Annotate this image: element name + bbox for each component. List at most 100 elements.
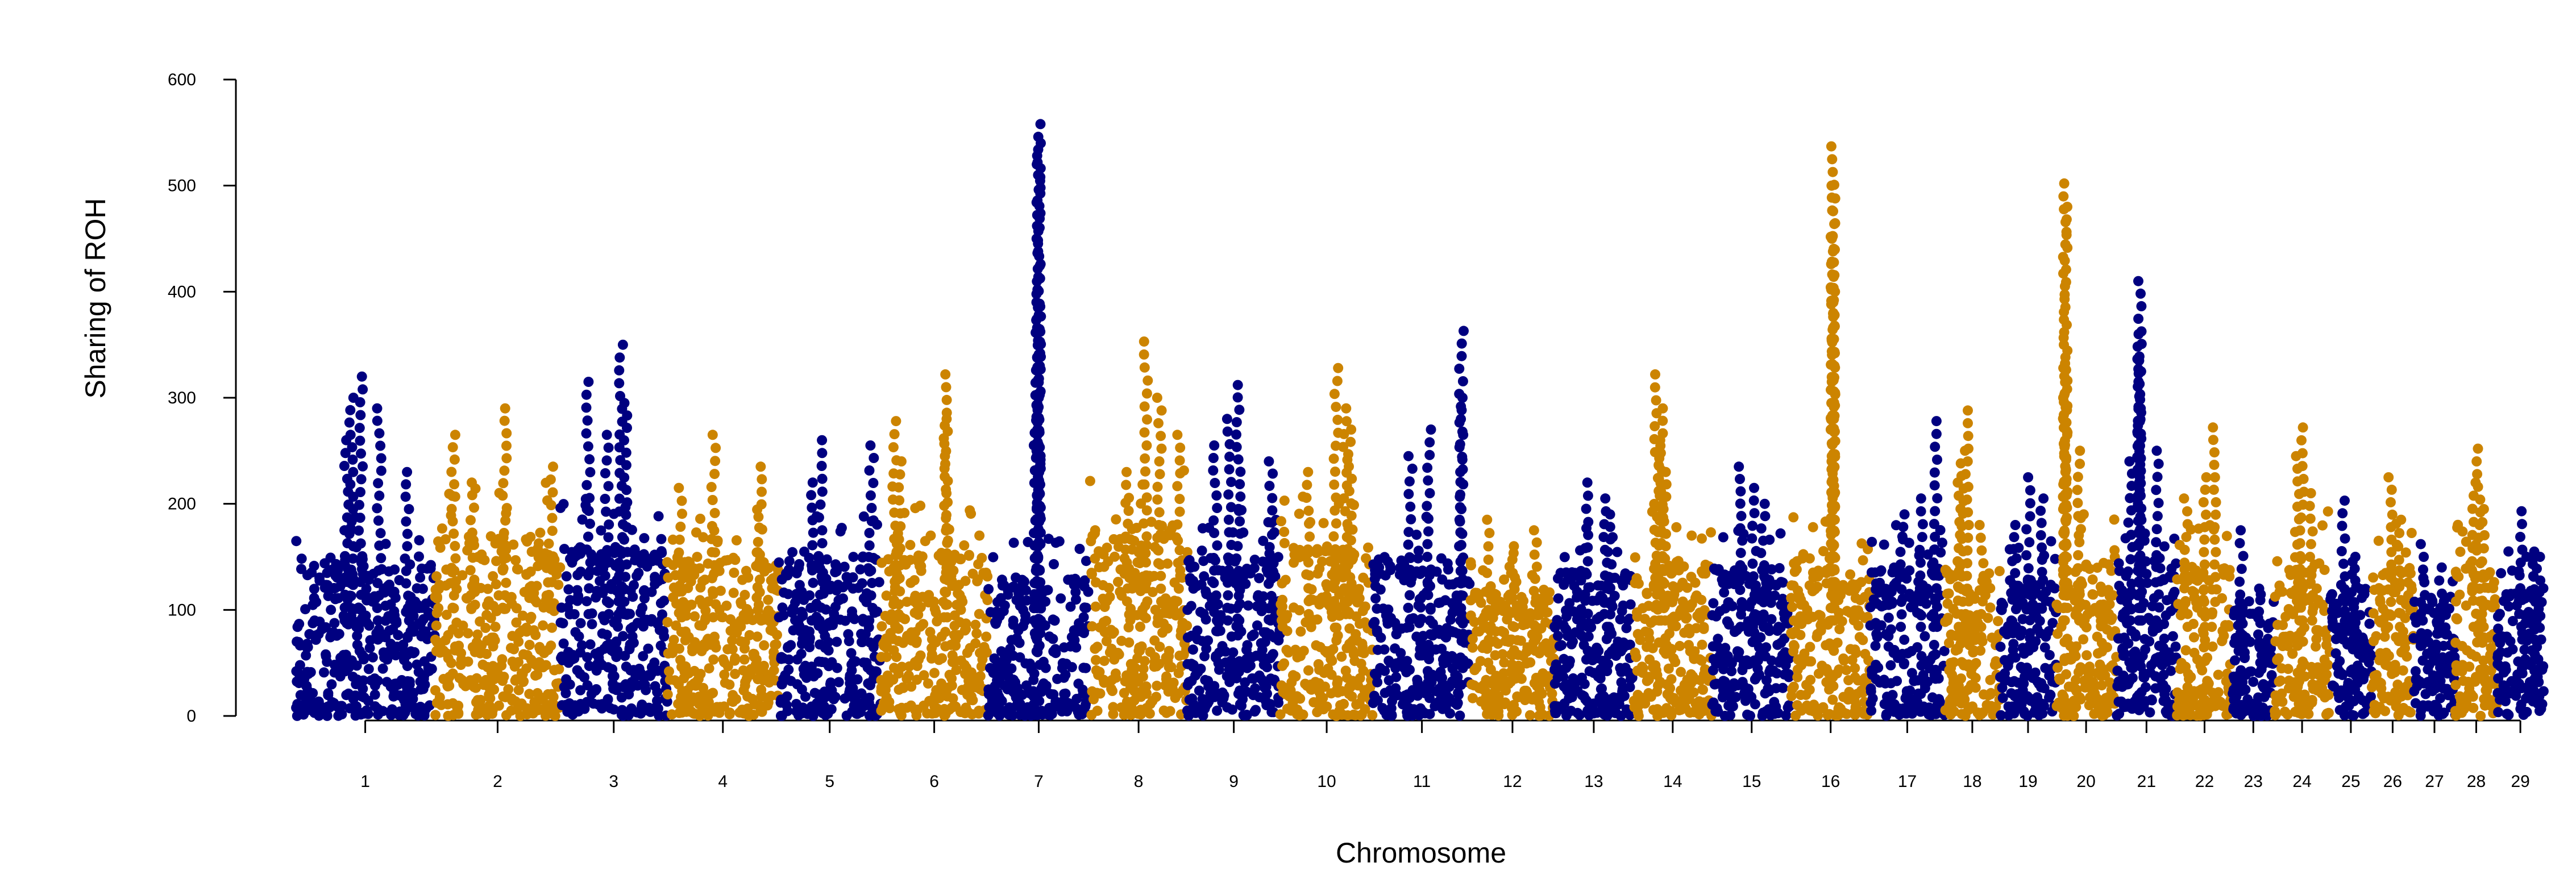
data-point <box>692 676 703 686</box>
data-point-peak <box>1658 504 1669 514</box>
data-point <box>463 656 473 667</box>
data-point <box>1738 660 1749 670</box>
data-point-peak <box>1735 548 1746 559</box>
data-point <box>992 707 1003 718</box>
data-point <box>974 609 984 619</box>
data-point <box>369 701 380 712</box>
data-point-peak <box>1172 596 1182 607</box>
data-point <box>961 618 971 629</box>
data-point <box>720 677 730 688</box>
x-tick-label-chr-11: 11 <box>1413 772 1431 791</box>
data-point <box>1688 671 1698 682</box>
data-point-peak <box>1345 535 1356 545</box>
data-point <box>1515 635 1526 646</box>
data-point-peak <box>1735 486 1746 497</box>
data-point-peak <box>1302 480 1312 490</box>
data-point <box>1125 710 1136 720</box>
data-point <box>1518 595 1529 606</box>
data-point-peak <box>1208 603 1219 613</box>
data-point <box>1412 553 1423 564</box>
data-point <box>1254 573 1265 584</box>
data-point-peak <box>466 590 476 601</box>
data-point-peak <box>1232 392 1243 403</box>
data-point-peak <box>1661 492 1672 502</box>
data-point <box>1138 611 1149 622</box>
data-point <box>1174 651 1185 661</box>
data-point <box>1265 653 1276 664</box>
data-point-peak <box>342 512 352 523</box>
data-point <box>1060 688 1071 699</box>
data-point-peak <box>1530 573 1540 584</box>
data-point-peak <box>501 428 512 439</box>
data-point <box>419 670 430 681</box>
data-point-peak <box>805 602 816 613</box>
data-point-peak <box>340 448 351 459</box>
data-point-peak <box>1455 492 1465 502</box>
data-point <box>741 565 751 576</box>
data-point <box>319 667 329 678</box>
data-point <box>1399 663 1409 673</box>
data-point-peak <box>601 596 612 607</box>
data-point <box>796 648 807 659</box>
data-point <box>1348 635 1358 646</box>
data-point <box>732 627 742 638</box>
data-point <box>1315 598 1326 609</box>
data-point <box>904 661 915 672</box>
data-point <box>326 679 337 690</box>
data-point <box>676 627 687 638</box>
data-point <box>1276 516 1286 527</box>
data-point <box>778 610 789 620</box>
data-point <box>529 697 540 707</box>
data-point <box>757 706 767 717</box>
data-point-peak <box>868 478 879 488</box>
data-point-peak <box>1456 504 1467 514</box>
data-point-peak <box>581 596 592 607</box>
data-point <box>417 602 427 613</box>
data-point <box>1375 663 1386 673</box>
data-point <box>718 701 729 712</box>
data-point <box>575 567 586 577</box>
data-point-peak <box>1531 537 1542 548</box>
data-point-peak <box>342 473 352 484</box>
data-point-peak <box>1600 493 1611 504</box>
data-point <box>550 710 560 721</box>
data-point-peak <box>1123 583 1133 594</box>
x-tick-label-chr-12: 12 <box>1503 772 1522 791</box>
data-point <box>1138 663 1149 674</box>
data-point-peak <box>374 428 385 439</box>
data-point-peak <box>1171 532 1182 543</box>
data-point <box>1602 666 1613 677</box>
data-point <box>329 618 340 628</box>
data-point-peak <box>1303 609 1314 619</box>
data-point-peak <box>1232 603 1243 614</box>
data-point-peak <box>709 469 720 480</box>
data-point <box>1424 683 1435 694</box>
data-point-peak <box>621 460 631 470</box>
data-point <box>1249 706 1260 717</box>
data-point-peak <box>1141 505 1152 516</box>
data-point <box>575 685 586 695</box>
data-point <box>708 654 719 665</box>
data-point-peak <box>1034 602 1045 613</box>
data-point-peak <box>942 426 953 437</box>
data-point <box>1483 657 1494 668</box>
data-point <box>1161 707 1172 718</box>
data-point <box>662 617 673 627</box>
data-point-peak <box>1212 503 1223 513</box>
data-point <box>1237 661 1248 672</box>
data-point <box>493 700 504 711</box>
data-point-peak <box>1153 558 1164 569</box>
data-point <box>596 525 606 536</box>
data-point-peak <box>1406 514 1416 524</box>
data-point-peak <box>339 551 350 561</box>
data-point-peak <box>356 564 367 574</box>
data-point <box>997 580 1008 591</box>
data-point-peak <box>372 615 383 626</box>
data-point-peak <box>343 499 354 510</box>
data-point-peak <box>1581 503 1592 514</box>
data-point-peak <box>1123 506 1134 516</box>
data-point <box>510 696 521 707</box>
data-point <box>1633 710 1644 721</box>
data-point <box>1750 674 1760 685</box>
data-point <box>631 570 642 581</box>
